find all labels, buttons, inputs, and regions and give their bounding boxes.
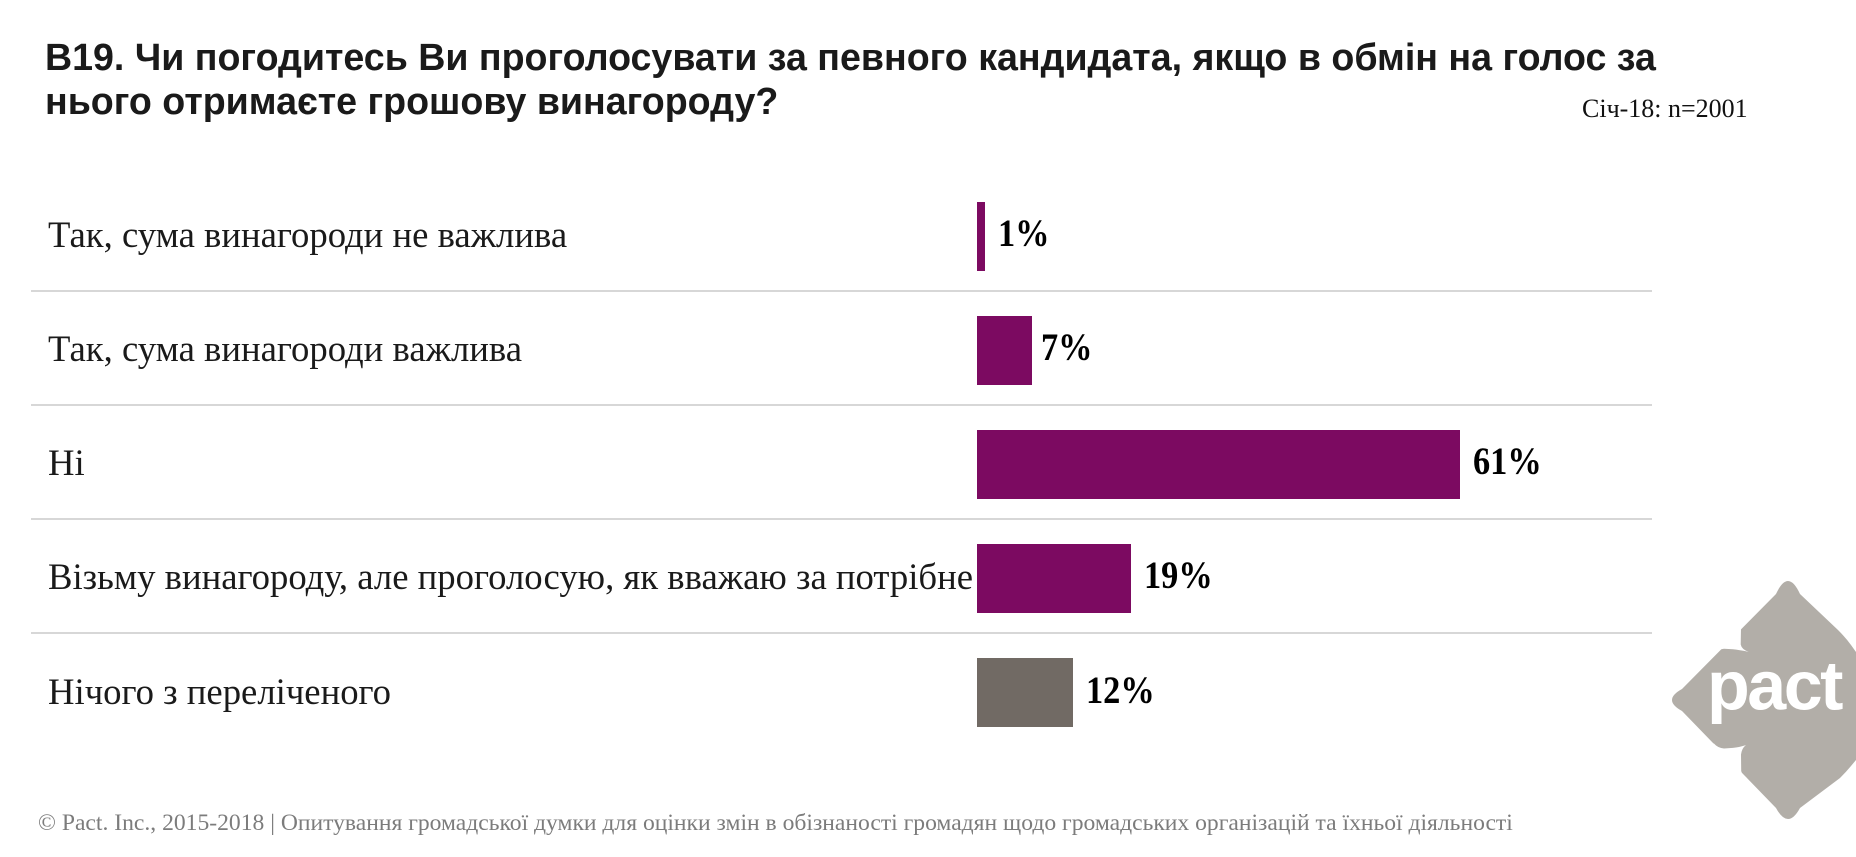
svg-text:pact: pact: [1707, 647, 1843, 725]
